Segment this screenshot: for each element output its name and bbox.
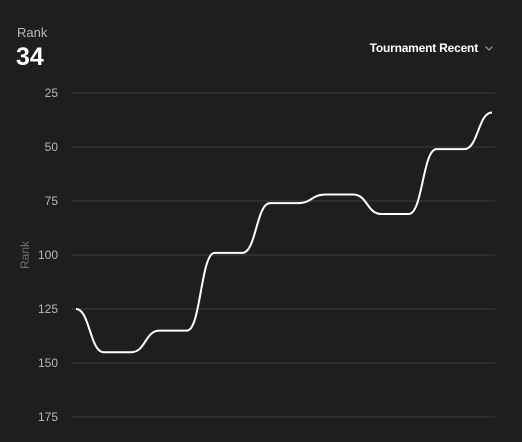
rank-series-line: [75, 111, 493, 354]
y-tick-label: 25: [45, 86, 59, 100]
y-axis-ticks: 25 50 75 100 125 150 175: [38, 86, 58, 424]
grid-lines: [72, 92, 495, 418]
y-axis-title: Rank: [18, 240, 32, 269]
rank-value: 34: [16, 43, 44, 71]
period-dropdown-label: Tournament Recent: [369, 41, 479, 55]
y-tick-label: 100: [38, 248, 58, 262]
y-tick-label: 125: [38, 302, 58, 316]
y-tick-label: 175: [38, 410, 58, 424]
y-tick-label: 50: [45, 140, 59, 154]
y-tick-label: 150: [38, 356, 58, 370]
period-dropdown[interactable]: Tournament Recent: [370, 41, 494, 55]
y-tick-label: 75: [45, 194, 59, 208]
chevron-down-icon: [484, 43, 494, 53]
rank-label: Rank: [17, 25, 48, 40]
